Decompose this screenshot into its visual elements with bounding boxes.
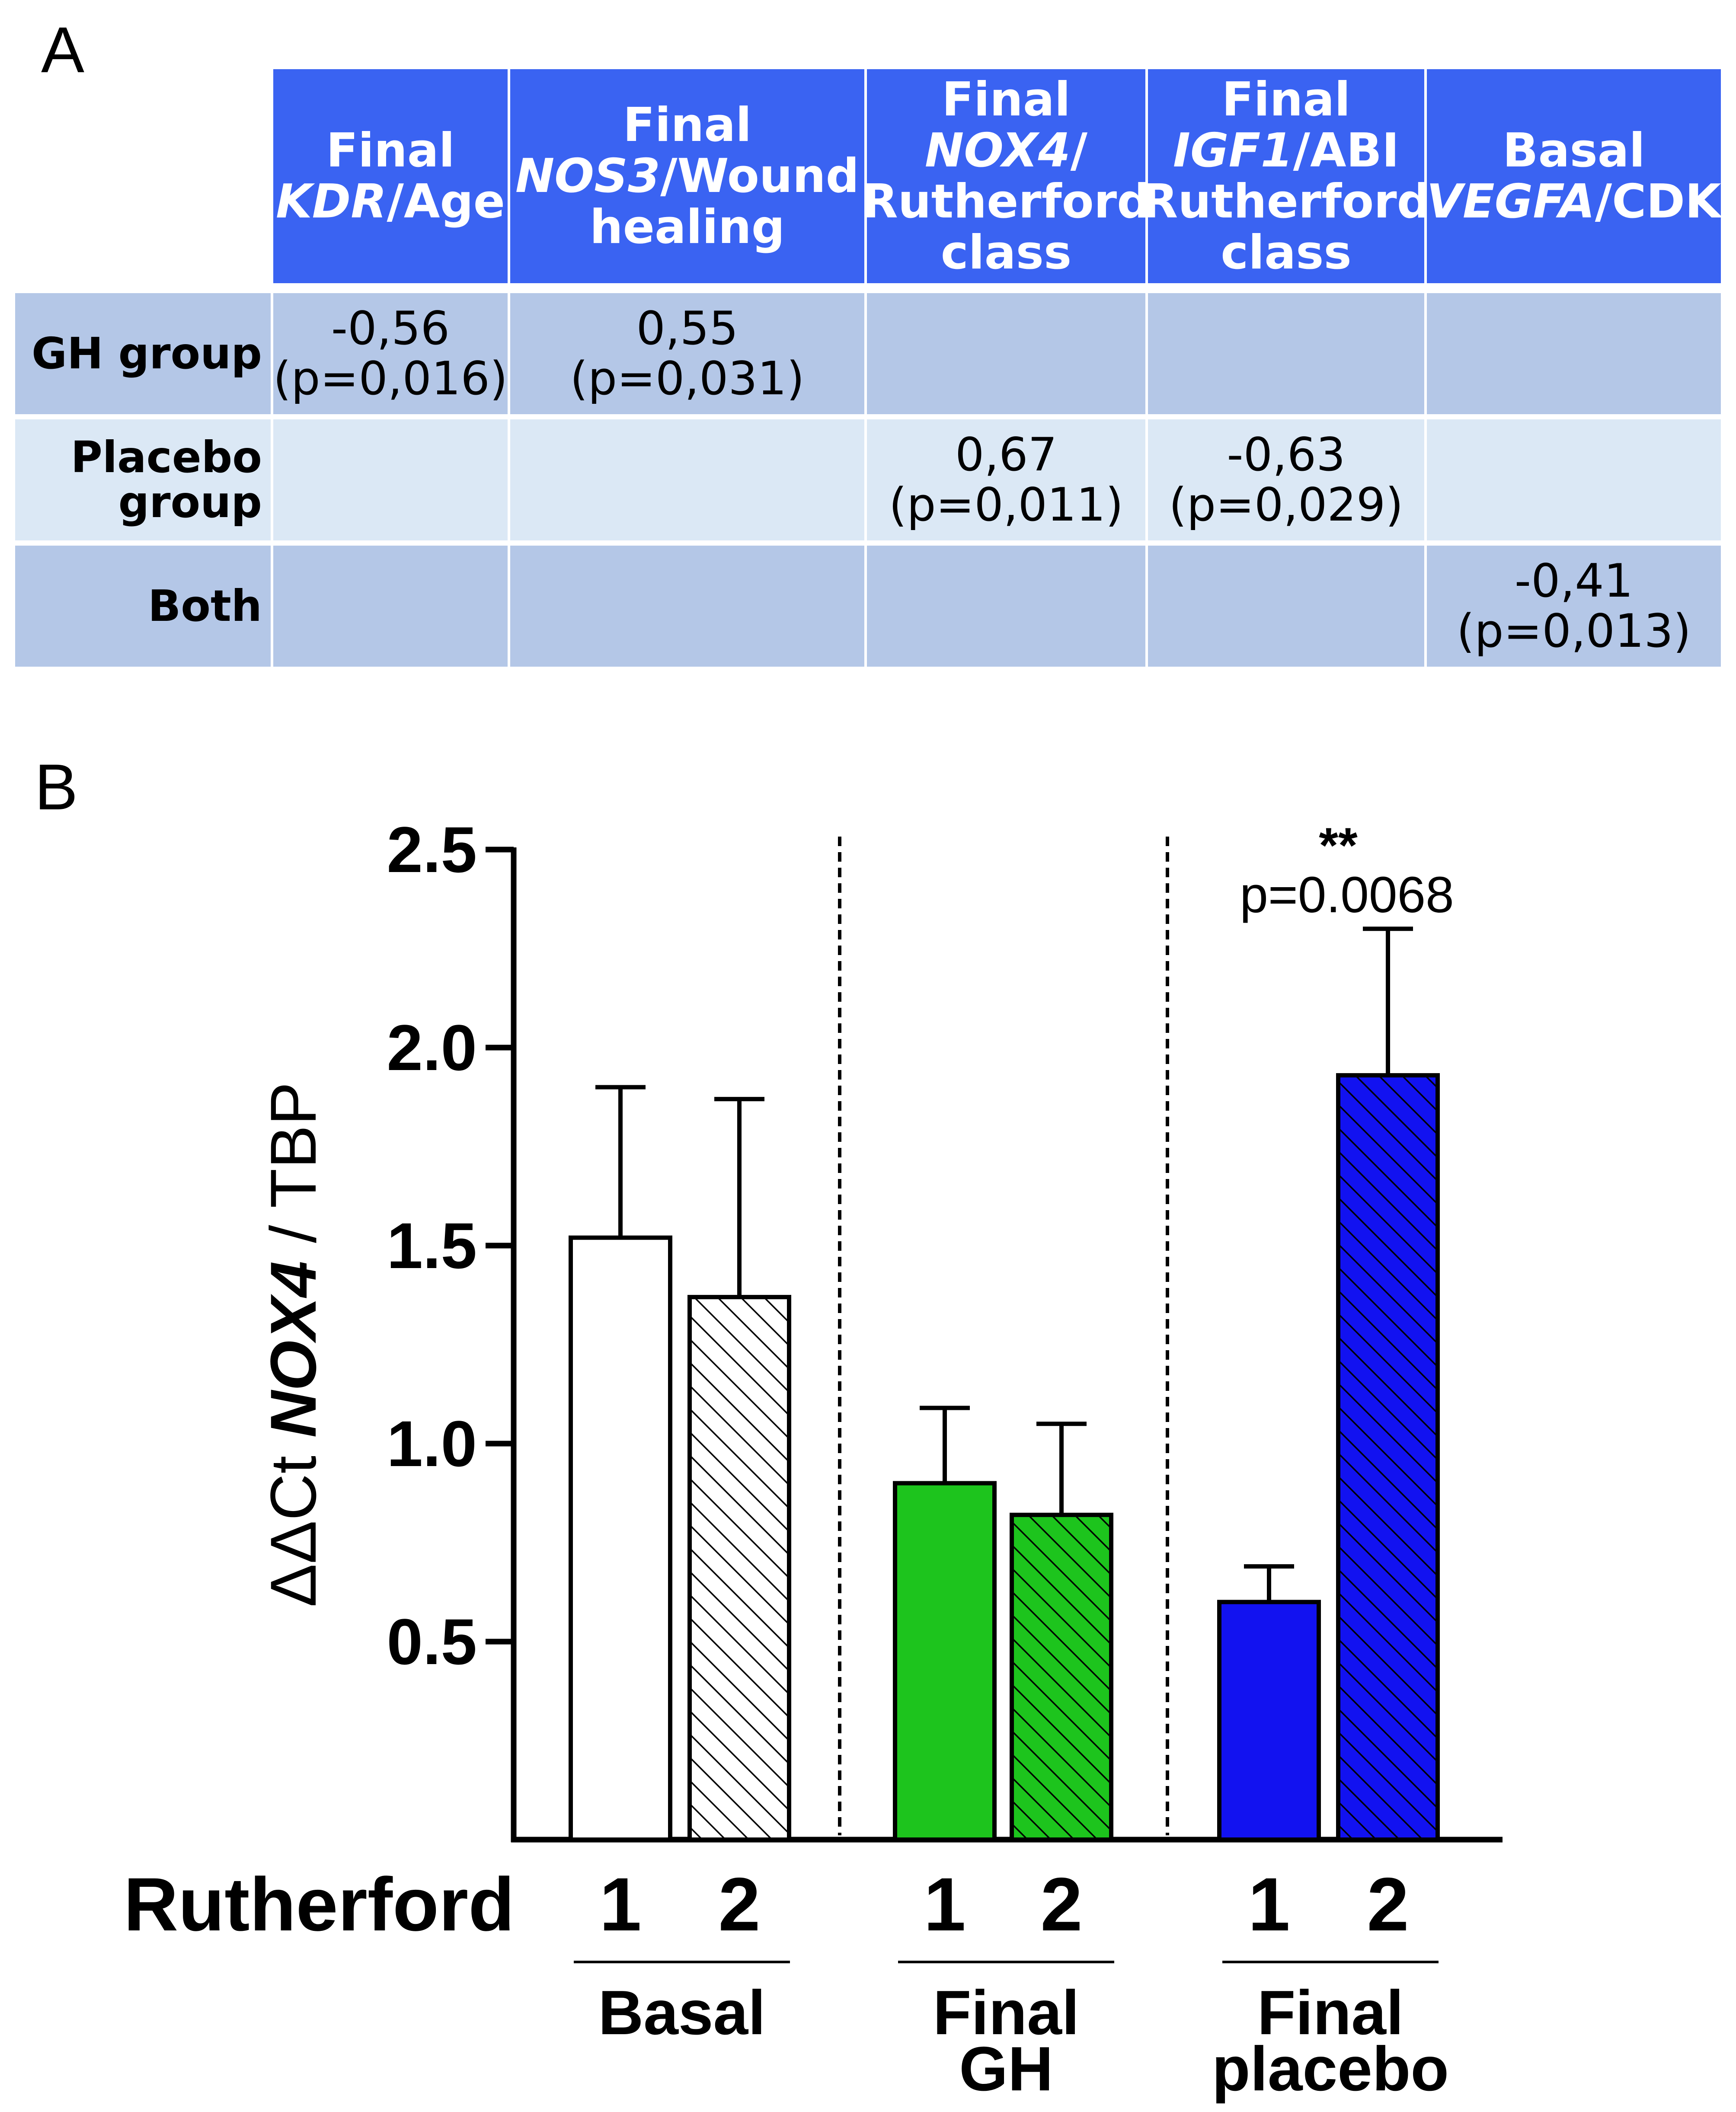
table-row-header-1: GH group <box>15 293 271 414</box>
y-axis-label-gene: NOX4 <box>257 1261 329 1438</box>
correlation-coefficient: -0,41 <box>1514 554 1634 607</box>
x-axis-title: Rutherford <box>124 1863 515 1947</box>
header-variable: /ABI <box>1293 123 1400 178</box>
header-line: Rutherford <box>1142 174 1430 229</box>
p-value: (p=0,031) <box>570 352 805 405</box>
table-row-header-3: Both <box>15 546 271 667</box>
header-variable: /Age <box>387 174 505 229</box>
y-axis-label-prefix: ΔΔCt <box>257 1438 329 1607</box>
row-header-line: group <box>118 477 262 527</box>
table-cell <box>1148 546 1424 667</box>
x-category-label: 1 <box>1248 1863 1290 1947</box>
bar <box>1217 1600 1321 1842</box>
header-line: Basal <box>1503 123 1645 178</box>
y-tick-label: 0.5 <box>387 1605 477 1678</box>
panel-a-label: A <box>41 13 85 86</box>
group-label: Final <box>933 1978 1079 2048</box>
header-line: NOX4/ <box>925 125 1087 176</box>
table-cell <box>273 419 508 540</box>
row-header-line: Placebo <box>70 432 262 482</box>
y-tick-label: 1.0 <box>387 1407 477 1480</box>
header-gene-name: NOS3 <box>515 149 661 203</box>
header-gene-name: KDR <box>275 174 387 229</box>
header-line: Rutherford <box>862 174 1151 229</box>
table-cell <box>510 546 864 667</box>
group-label: Final <box>1257 1978 1404 2048</box>
header-line: NOS3/Wound <box>515 149 860 203</box>
header-line: VEGFA/CDK <box>1426 176 1721 227</box>
header-line: Final <box>326 123 455 178</box>
bar <box>1010 1512 1113 1842</box>
table-cell: -0,63 (p=0,029) <box>1148 419 1424 540</box>
table-row-header-2: Placebo group <box>15 419 271 540</box>
correlation-coefficient: -0,56 <box>331 302 450 355</box>
table-cell <box>1427 293 1721 414</box>
bar <box>1336 1073 1440 1842</box>
table-cell <box>273 546 508 667</box>
header-line: healing <box>589 200 785 254</box>
header-line: class <box>940 225 1072 280</box>
p-value: (p=0,029) <box>1169 478 1404 531</box>
table-cell <box>1427 419 1721 540</box>
x-category-label: 2 <box>718 1863 760 1947</box>
group-label: Basal <box>598 1978 766 2048</box>
table-cell <box>867 546 1145 667</box>
header-line: KDR/Age <box>276 176 505 227</box>
significance-p-value: p=0.0068 <box>1240 866 1454 923</box>
significance-stars: ** <box>1319 818 1358 873</box>
y-tick-label: 2.5 <box>387 813 477 886</box>
header-line: class <box>1221 225 1352 280</box>
bar <box>569 1235 672 1842</box>
header-gene-name: VEGFA <box>1426 174 1595 229</box>
x-category-label: 2 <box>1040 1863 1082 1947</box>
table-cell <box>1148 293 1424 414</box>
p-value: (p=0,011) <box>889 478 1124 531</box>
header-variable: / <box>1070 123 1088 178</box>
table-cell: -0,56 (p=0,016) <box>273 293 508 414</box>
x-category-label: 1 <box>924 1863 966 1947</box>
table-cell: 0,55 (p=0,031) <box>510 293 864 414</box>
header-gene-name: NOX4 <box>924 123 1071 178</box>
table-cell: 0,67 (p=0,011) <box>867 419 1145 540</box>
y-axis-label-suffix: / TBP <box>257 1082 329 1261</box>
p-value: (p=0,016) <box>273 352 508 405</box>
table-cell: -0,41 (p=0,013) <box>1427 546 1721 667</box>
header-variable: /CDK <box>1595 174 1721 229</box>
row-header-line: Both <box>148 581 262 631</box>
table-header-5: Basal VEGFA/CDK <box>1426 69 1721 283</box>
table-cell <box>510 419 864 540</box>
group-label-line2: placebo <box>1212 2034 1449 2104</box>
header-variable: /Wound <box>660 149 860 203</box>
table-header-3: Final NOX4/Rutherford class <box>862 69 1150 283</box>
y-axis-label: ΔΔCt NOX4 / TBP <box>257 1082 329 1607</box>
bar <box>687 1295 791 1842</box>
correlation-coefficient: -0,63 <box>1227 428 1346 481</box>
header-gene-name: IGF1 <box>1173 123 1293 178</box>
table-header-4: Final IGF1/ABI Rutherford class <box>1142 69 1430 283</box>
header-line: IGF1/ABI <box>1173 125 1399 176</box>
header-line: Final <box>942 72 1071 127</box>
y-tick-label: 2.0 <box>387 1011 477 1084</box>
x-category-label: 2 <box>1367 1863 1409 1947</box>
x-category-label: 1 <box>599 1863 641 1947</box>
table-header-2: Final NOS3/Wound healing <box>510 69 864 283</box>
header-line: Final <box>623 98 752 152</box>
table-cell <box>867 293 1145 414</box>
header-line: Final <box>1221 72 1351 127</box>
y-tick-label: 1.5 <box>387 1209 477 1282</box>
p-value: (p=0,013) <box>1456 604 1691 658</box>
correlation-coefficient: 0,55 <box>636 302 739 355</box>
group-label-line2: GH <box>959 2034 1053 2104</box>
correlation-coefficient: 0,67 <box>955 428 1057 481</box>
panel-b-label: B <box>35 751 78 823</box>
table-header-1: Final KDR/Age <box>273 69 508 283</box>
bar <box>893 1481 997 1842</box>
row-header-line: GH group <box>32 328 262 379</box>
